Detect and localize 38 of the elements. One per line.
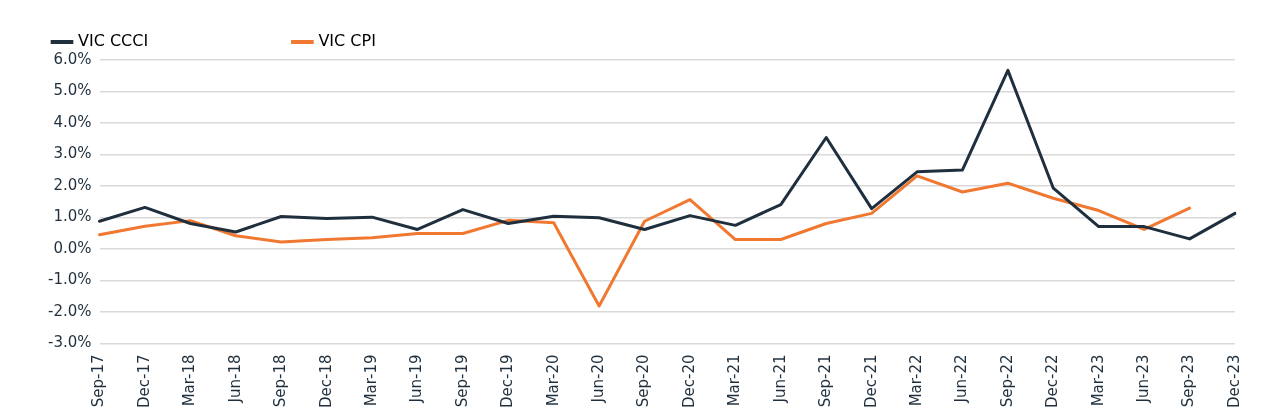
x-tick-label: Jun-21	[770, 354, 789, 404]
y-tick-label: 2.0%	[53, 175, 92, 194]
x-tick-label: Jun-23	[1134, 354, 1153, 404]
y-tick-label: 1.0%	[53, 207, 92, 226]
x-tick-label: Sep-22	[997, 354, 1016, 408]
x-tick-label: Jun-19	[407, 354, 426, 404]
x-tick-label: Dec-21	[861, 354, 880, 409]
x-tick-label: Mar-18	[180, 354, 199, 407]
x-tick-label: Dec-18	[316, 354, 335, 409]
legend-label: VIC CCCI	[78, 31, 281, 51]
y-tick-label: -1.0%	[47, 270, 92, 289]
y-tick-label: -3.0%	[47, 333, 92, 352]
x-tick-label: Sep-19	[452, 354, 471, 408]
x-tick-label: Mar-22	[906, 354, 925, 407]
x-tick-label: Mar-21	[725, 354, 744, 407]
x-tick-label: Mar-23	[1088, 354, 1107, 407]
x-tick-label: Dec-17	[134, 354, 153, 409]
x-tick-label: Sep-17	[89, 354, 108, 408]
x-tick-label: Dec-19	[498, 354, 517, 409]
y-tick-label: 0.0%	[53, 238, 92, 257]
x-tick-label: Jun-22	[952, 354, 971, 404]
y-tick-label: 3.0%	[53, 144, 92, 163]
x-tick-label: Sep-20	[634, 354, 653, 408]
y-tick-label: 4.0%	[53, 112, 92, 131]
x-tick-label: Sep-18	[271, 354, 290, 408]
y-tick-label: 6.0%	[53, 49, 92, 68]
x-tick-label: Jun-20	[589, 354, 608, 404]
x-tick-label: Jun-18	[225, 354, 244, 404]
legend-label: VIC CPI	[318, 31, 509, 51]
x-tick-label: Sep-23	[1179, 354, 1198, 408]
x-tick-label: Dec-22	[1043, 354, 1062, 409]
x-tick-label: Mar-19	[361, 354, 380, 407]
x-tick-label: Dec-23	[1224, 354, 1243, 409]
x-tick-label: Mar-20	[543, 354, 562, 407]
y-tick-label: 5.0%	[53, 81, 92, 100]
x-tick-label: Sep-21	[816, 354, 835, 408]
y-tick-label: -2.0%	[47, 301, 92, 320]
x-tick-label: Dec-20	[679, 354, 698, 409]
